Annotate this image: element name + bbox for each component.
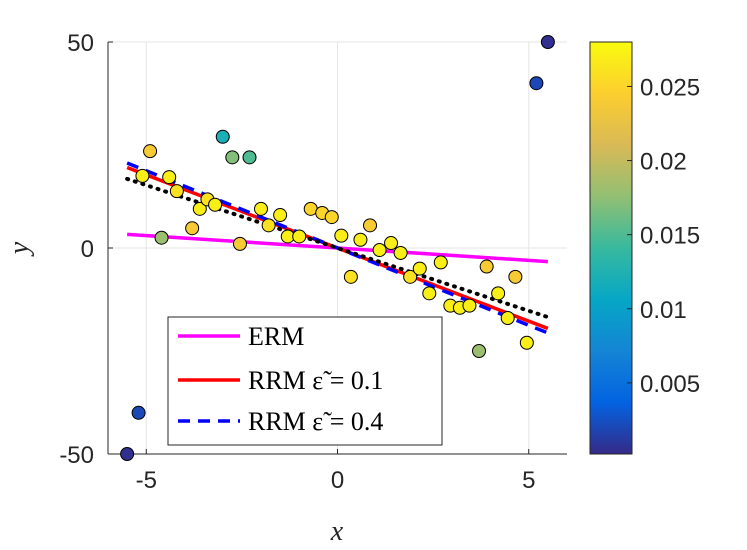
fit-line-2 — [126, 161, 549, 335]
colorbar-tick-label: 0.025 — [640, 74, 700, 101]
y-tick-label: 50 — [67, 30, 94, 57]
colorbar-gradient — [589, 41, 633, 455]
data-points — [120, 35, 555, 461]
data-point — [384, 236, 399, 251]
data-point — [215, 129, 230, 144]
data-point — [540, 35, 555, 49]
x-tick-label: 0 — [331, 467, 344, 494]
data-point — [343, 269, 358, 284]
data-point — [412, 261, 427, 276]
data-point — [232, 236, 247, 251]
data-point — [433, 255, 448, 270]
data-point — [192, 201, 207, 216]
colorbar-tick-label: 0.005 — [640, 371, 700, 398]
data-point — [462, 298, 477, 313]
fit-line-3 — [125, 176, 550, 320]
data-point — [169, 184, 184, 199]
legend-label-rrm-04: RRM ε̃ = 0.4 — [248, 407, 383, 436]
legend-label-erm: ERM — [248, 322, 304, 351]
data-point — [393, 245, 408, 260]
data-point — [491, 286, 506, 301]
data-point — [254, 201, 268, 216]
legend: ERM RRM ε̃ = 0.1 RRM ε̃ = 0.4 — [167, 316, 443, 446]
data-point — [185, 221, 200, 236]
data-point — [472, 344, 487, 358]
data-point — [479, 259, 494, 274]
data-point — [261, 218, 276, 233]
y-axis-ticks: -50 0 50 — [59, 30, 113, 469]
y-axis-title: y — [4, 241, 35, 257]
data-point — [273, 208, 288, 223]
data-point — [120, 447, 135, 461]
data-point — [143, 144, 158, 159]
data-point — [422, 286, 437, 301]
legend-box — [167, 316, 443, 446]
data-point — [500, 311, 515, 326]
colorbar: 0.005 0.01 0.015 0.02 0.025 — [589, 41, 700, 455]
legend-label-rrm-01: RRM ε̃ = 0.1 — [248, 366, 383, 395]
data-point — [372, 243, 387, 258]
data-point — [508, 269, 523, 284]
data-point — [363, 218, 378, 233]
fit-lines — [125, 161, 550, 335]
data-point — [529, 76, 544, 91]
y-tick-label: 0 — [81, 236, 94, 263]
y-tick-label: -50 — [59, 442, 94, 469]
x-axis-title: x — [330, 516, 344, 547]
data-point — [135, 168, 150, 183]
colorbar-tick-label: 0.01 — [640, 297, 687, 324]
colorbar-tick-label: 0.015 — [640, 223, 700, 250]
data-point — [225, 150, 240, 165]
data-point — [353, 232, 368, 247]
data-point — [403, 269, 418, 284]
data-point — [292, 229, 307, 244]
data-point — [162, 170, 177, 185]
data-point — [519, 335, 534, 350]
data-point — [131, 405, 146, 420]
x-tick-label: -5 — [136, 467, 157, 494]
colorbar-tick-label: 0.02 — [640, 149, 687, 176]
data-point — [334, 228, 349, 243]
data-point — [154, 230, 169, 245]
data-point — [208, 197, 223, 212]
colorbar-ticks: 0.005 0.01 0.015 0.02 0.025 — [627, 74, 700, 398]
data-point — [324, 210, 339, 225]
x-tick-label: 5 — [522, 467, 535, 494]
data-point — [242, 150, 257, 165]
x-axis-ticks: -5 0 5 — [136, 449, 535, 494]
